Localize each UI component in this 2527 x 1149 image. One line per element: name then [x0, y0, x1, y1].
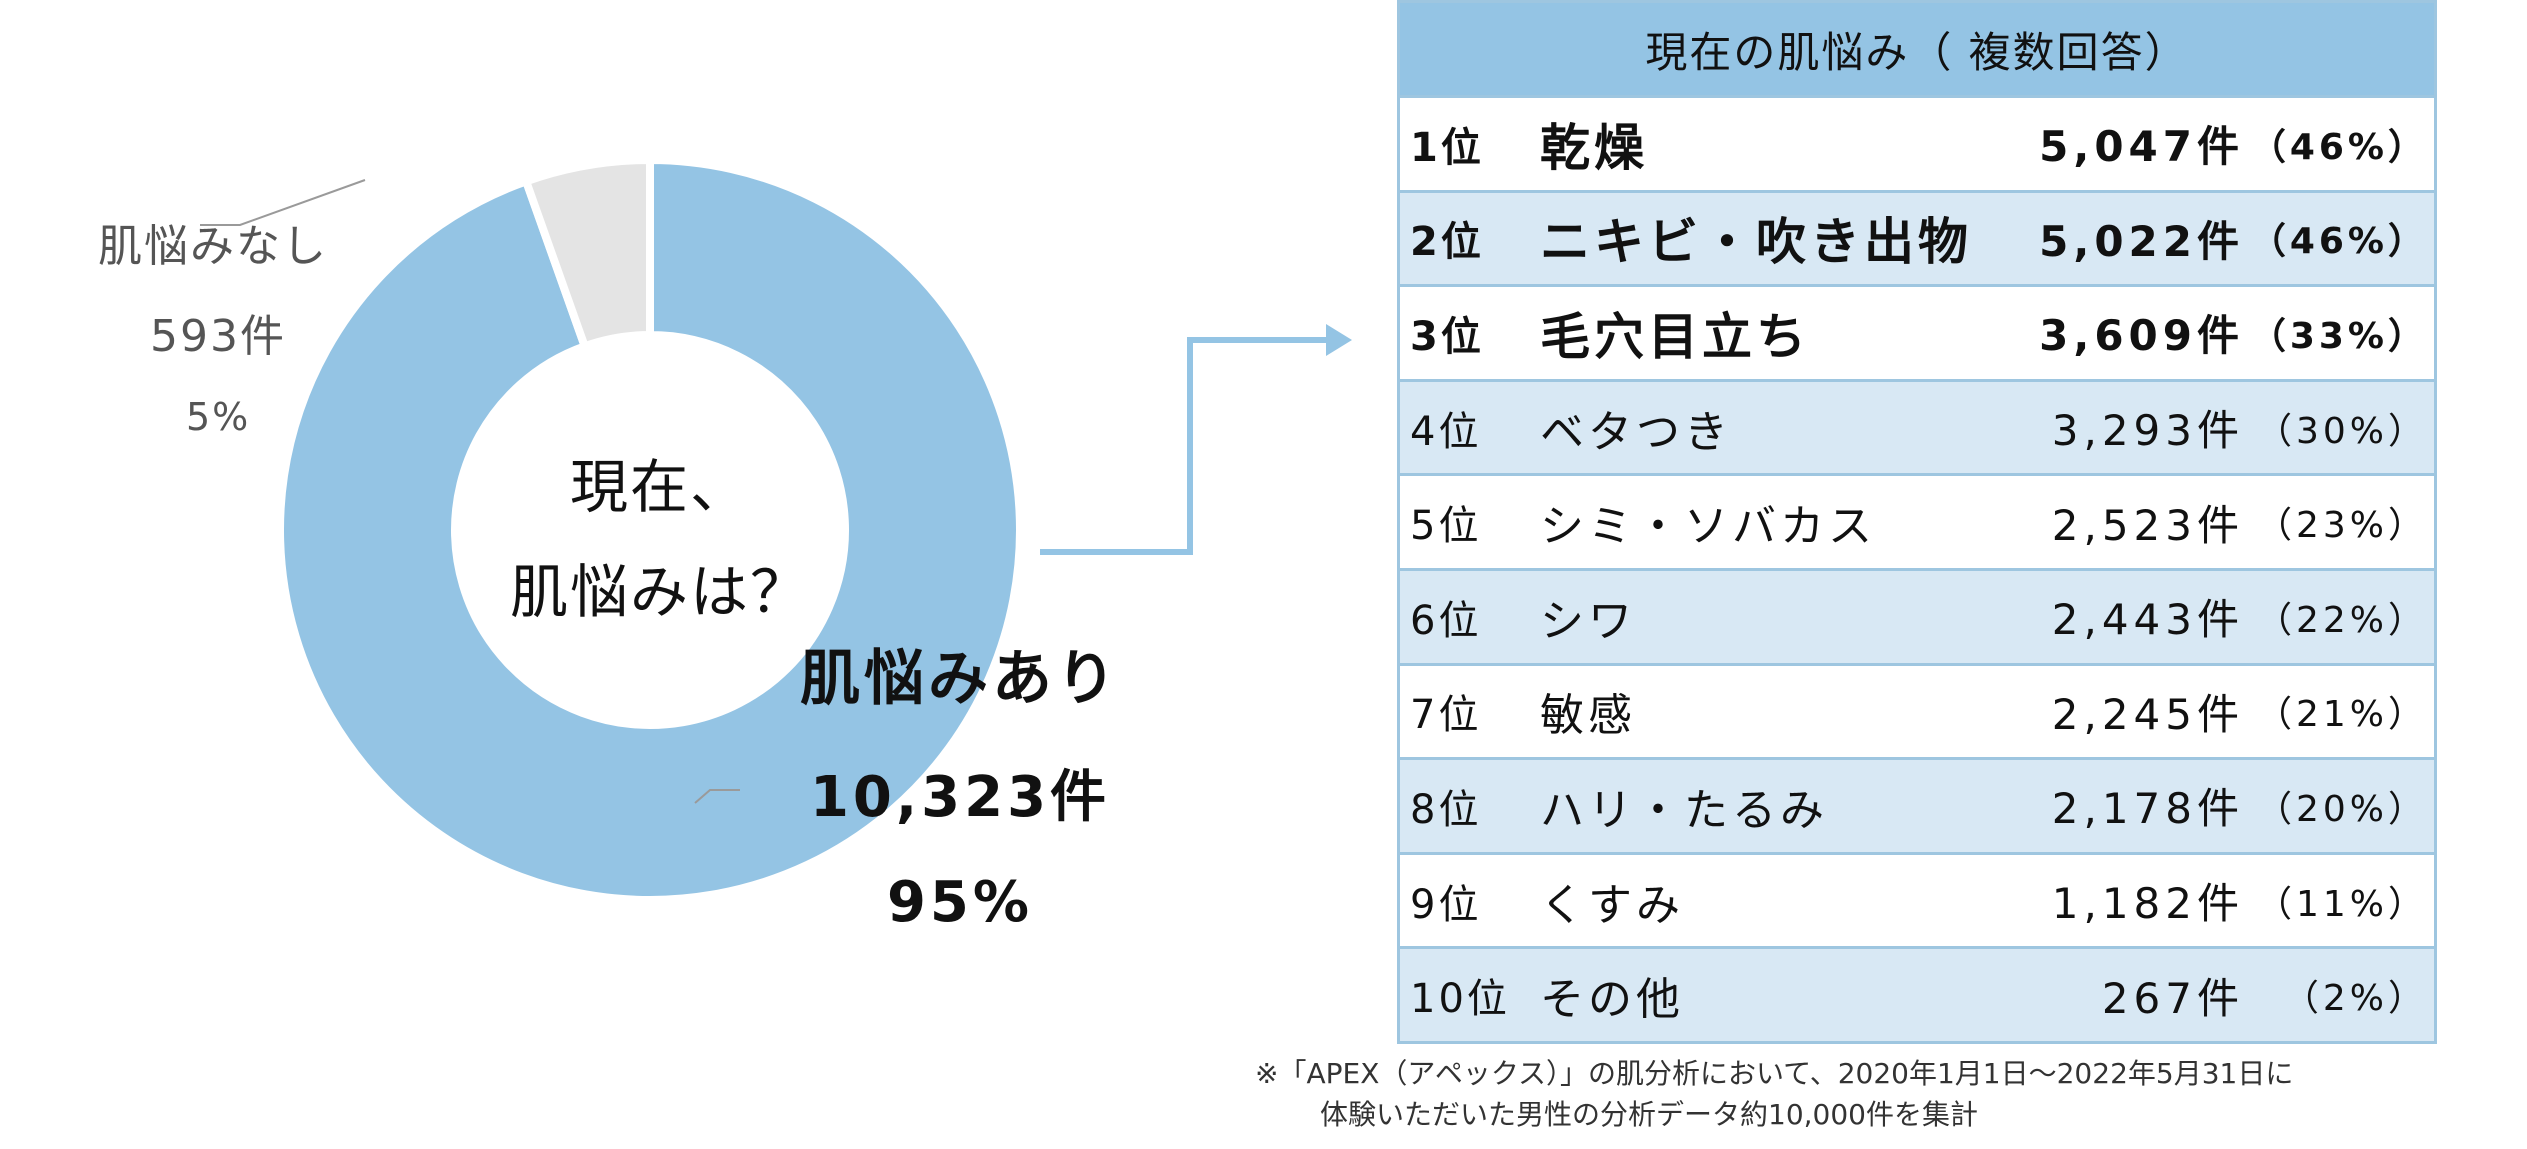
count-cell: 5,047件	[2039, 122, 2244, 172]
concern-name-cell: ニキビ・吹き出物	[1540, 213, 1972, 272]
percent-cell: （23%）	[2255, 505, 2428, 547]
rank-cell: 2位	[1410, 219, 1484, 266]
rank-cell: 6位	[1410, 597, 1482, 644]
no-concern-percent: 5%	[186, 395, 251, 439]
concern-name-cell: ベタつき	[1540, 406, 1732, 458]
slice-no-concern	[521, 155, 654, 352]
concern-name-cell: 敏感	[1540, 690, 1636, 742]
percent-cell: （33%）	[2249, 315, 2428, 357]
slice-has-concern	[276, 155, 1024, 904]
percent-cell: （21%）	[2255, 694, 2428, 736]
table-row: 4位 ベタつき 3,293件 （30%）	[1400, 378, 2434, 474]
concern-name-cell: シミ・ソバカス	[1540, 501, 1876, 553]
rank-cell: 1位	[1410, 124, 1484, 171]
concern-name-cell: 毛穴目立ち	[1540, 307, 1810, 366]
count-cell: 267件	[2101, 973, 2244, 1023]
table-row: 1位 乾燥 5,047件 （46%）	[1400, 95, 2434, 190]
table-row: 8位 ハリ・たるみ 2,178件 （20%）	[1400, 757, 2434, 852]
concern-name-cell: くすみ	[1540, 879, 1684, 931]
donut-center-line1: 現在、	[569, 453, 750, 521]
percent-cell: （46%）	[2249, 126, 2428, 168]
leader-line-no-concern	[200, 179, 366, 226]
ranking-table: 現在の肌悩み（ 複数回答） 1位 乾燥 5,047件 （46%） 2位 ニキビ・吹き出物 5…	[1397, 0, 2437, 1044]
count-cell: 1,182件	[2051, 879, 2244, 929]
count-cell: 2,443件	[2051, 595, 2244, 645]
percent-cell: （22%）	[2255, 599, 2428, 641]
rank-cell: 4位	[1410, 408, 1482, 455]
table-body: 1位 乾燥 5,047件 （46%） 2位 ニキビ・吹き出物 5,022件 （46%） 3位 毛穴…	[1400, 95, 2434, 1041]
has-concern-label: 肌悩みあり	[800, 644, 1120, 714]
concern-name-cell: ハリ・たるみ	[1540, 784, 1828, 836]
percent-cell: （30%）	[2255, 410, 2428, 452]
footnote-line2: 体験いただいた男性の分析データ約10,000件を集計	[1320, 1098, 1978, 1131]
percent-cell: （20%）	[2255, 788, 2428, 830]
has-concern-count: 10,323件	[809, 765, 1111, 830]
no-concern-count: 593件	[150, 311, 286, 362]
count-cell: 2,178件	[2051, 784, 2244, 834]
leader-line-has-concern	[694, 789, 740, 804]
donut-center-line2: 肌悩みは？	[509, 558, 810, 626]
count-cell: 5,022件	[2039, 216, 2244, 266]
percent-cell: （2%）	[2282, 978, 2428, 1020]
count-cell: 3,293件	[2051, 406, 2244, 456]
rank-cell: 8位	[1410, 786, 1482, 833]
rank-cell: 9位	[1410, 881, 1482, 928]
footnote-line1: ※「APEX（アペックス）」の肌分析において、2020年1月1日〜2022年5月…	[1255, 1057, 2294, 1090]
concern-name-cell: シワ	[1540, 595, 1636, 647]
count-cell: 2,245件	[2051, 689, 2244, 739]
rank-cell: 5位	[1410, 503, 1482, 550]
no-concern-label: 肌悩みなし	[98, 221, 328, 272]
has-concern-percent: 95%	[886, 870, 1034, 935]
count-cell: 2,523件	[2051, 500, 2244, 550]
table-row: 9位 くすみ 1,182件 （11%）	[1400, 851, 2434, 947]
concern-name-cell: その他	[1540, 974, 1684, 1026]
concern-name-cell: 乾燥	[1540, 118, 1648, 177]
table-row: 6位 シワ 2,443件 （22%）	[1400, 567, 2434, 663]
arrow-connector	[1040, 324, 1352, 555]
percent-cell: （46%）	[2249, 221, 2428, 263]
rank-cell: 3位	[1410, 313, 1484, 360]
rank-cell: 10位	[1410, 976, 1510, 1023]
table-row: 2位 ニキビ・吹き出物 5,022件 （46%）	[1400, 189, 2434, 285]
percent-cell: （11%）	[2255, 883, 2428, 925]
table-row: 7位 敏感 2,245件 （21%）	[1400, 662, 2434, 758]
count-cell: 3,609件	[2039, 311, 2244, 361]
table-row: 10位 その他 267件 （2%）	[1400, 946, 2434, 1041]
rank-cell: 7位	[1410, 692, 1482, 739]
table-row: 3位 毛穴目立ち 3,609件 （33%）	[1400, 284, 2434, 379]
table-title: 現在の肌悩み（ 複数回答）	[1400, 3, 2434, 95]
table-row: 5位 シミ・ソバカス 2,523件 （23%）	[1400, 473, 2434, 568]
donut-chart	[200, 155, 1024, 904]
